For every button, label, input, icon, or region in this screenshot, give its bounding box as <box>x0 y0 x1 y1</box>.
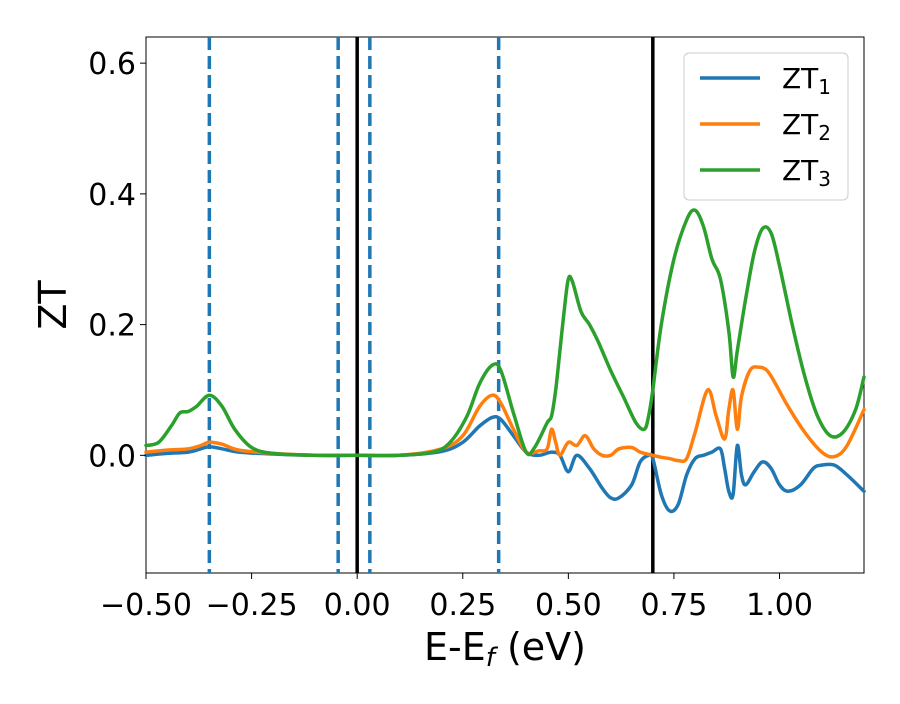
y-axis-label: ZT <box>31 280 75 330</box>
legend: ZT1 ZT2 ZT3 <box>683 52 849 201</box>
plot-area-frame <box>145 36 865 574</box>
legend-label-zt1: ZT1 <box>782 62 831 99</box>
x-tick-label: 0.50 <box>535 588 602 623</box>
x-tick-label: 1.00 <box>746 588 813 623</box>
y-tick-label: 0.2 <box>88 309 136 344</box>
x-tick-label: 0.25 <box>429 588 496 623</box>
y-tick-label: 0.4 <box>88 178 136 213</box>
series-line-zt3 <box>144 208 866 458</box>
y-tick-label: 0.6 <box>88 47 136 82</box>
reference-lines <box>207 37 655 573</box>
legend-label-zt2: ZT2 <box>782 108 831 145</box>
x-axis-label: E-Ef (eV) <box>424 625 586 673</box>
y-axis: 0.0 0.2 0.4 0.6 <box>88 47 146 474</box>
x-axis: −0.50 −0.25 0.00 0.25 0.50 0.75 1.00 <box>100 573 813 623</box>
legend-box <box>683 52 849 201</box>
series-lines <box>144 208 866 514</box>
x-tick-label: −0.50 <box>100 588 192 623</box>
x-tick-label: 0.75 <box>641 588 708 623</box>
x-tick-label: −0.25 <box>206 588 298 623</box>
series-line-zt1 <box>144 414 866 514</box>
legend-label-zt3: ZT3 <box>782 154 831 191</box>
y-tick-label: 0.0 <box>88 439 136 474</box>
x-tick-label: 0.00 <box>324 588 391 623</box>
